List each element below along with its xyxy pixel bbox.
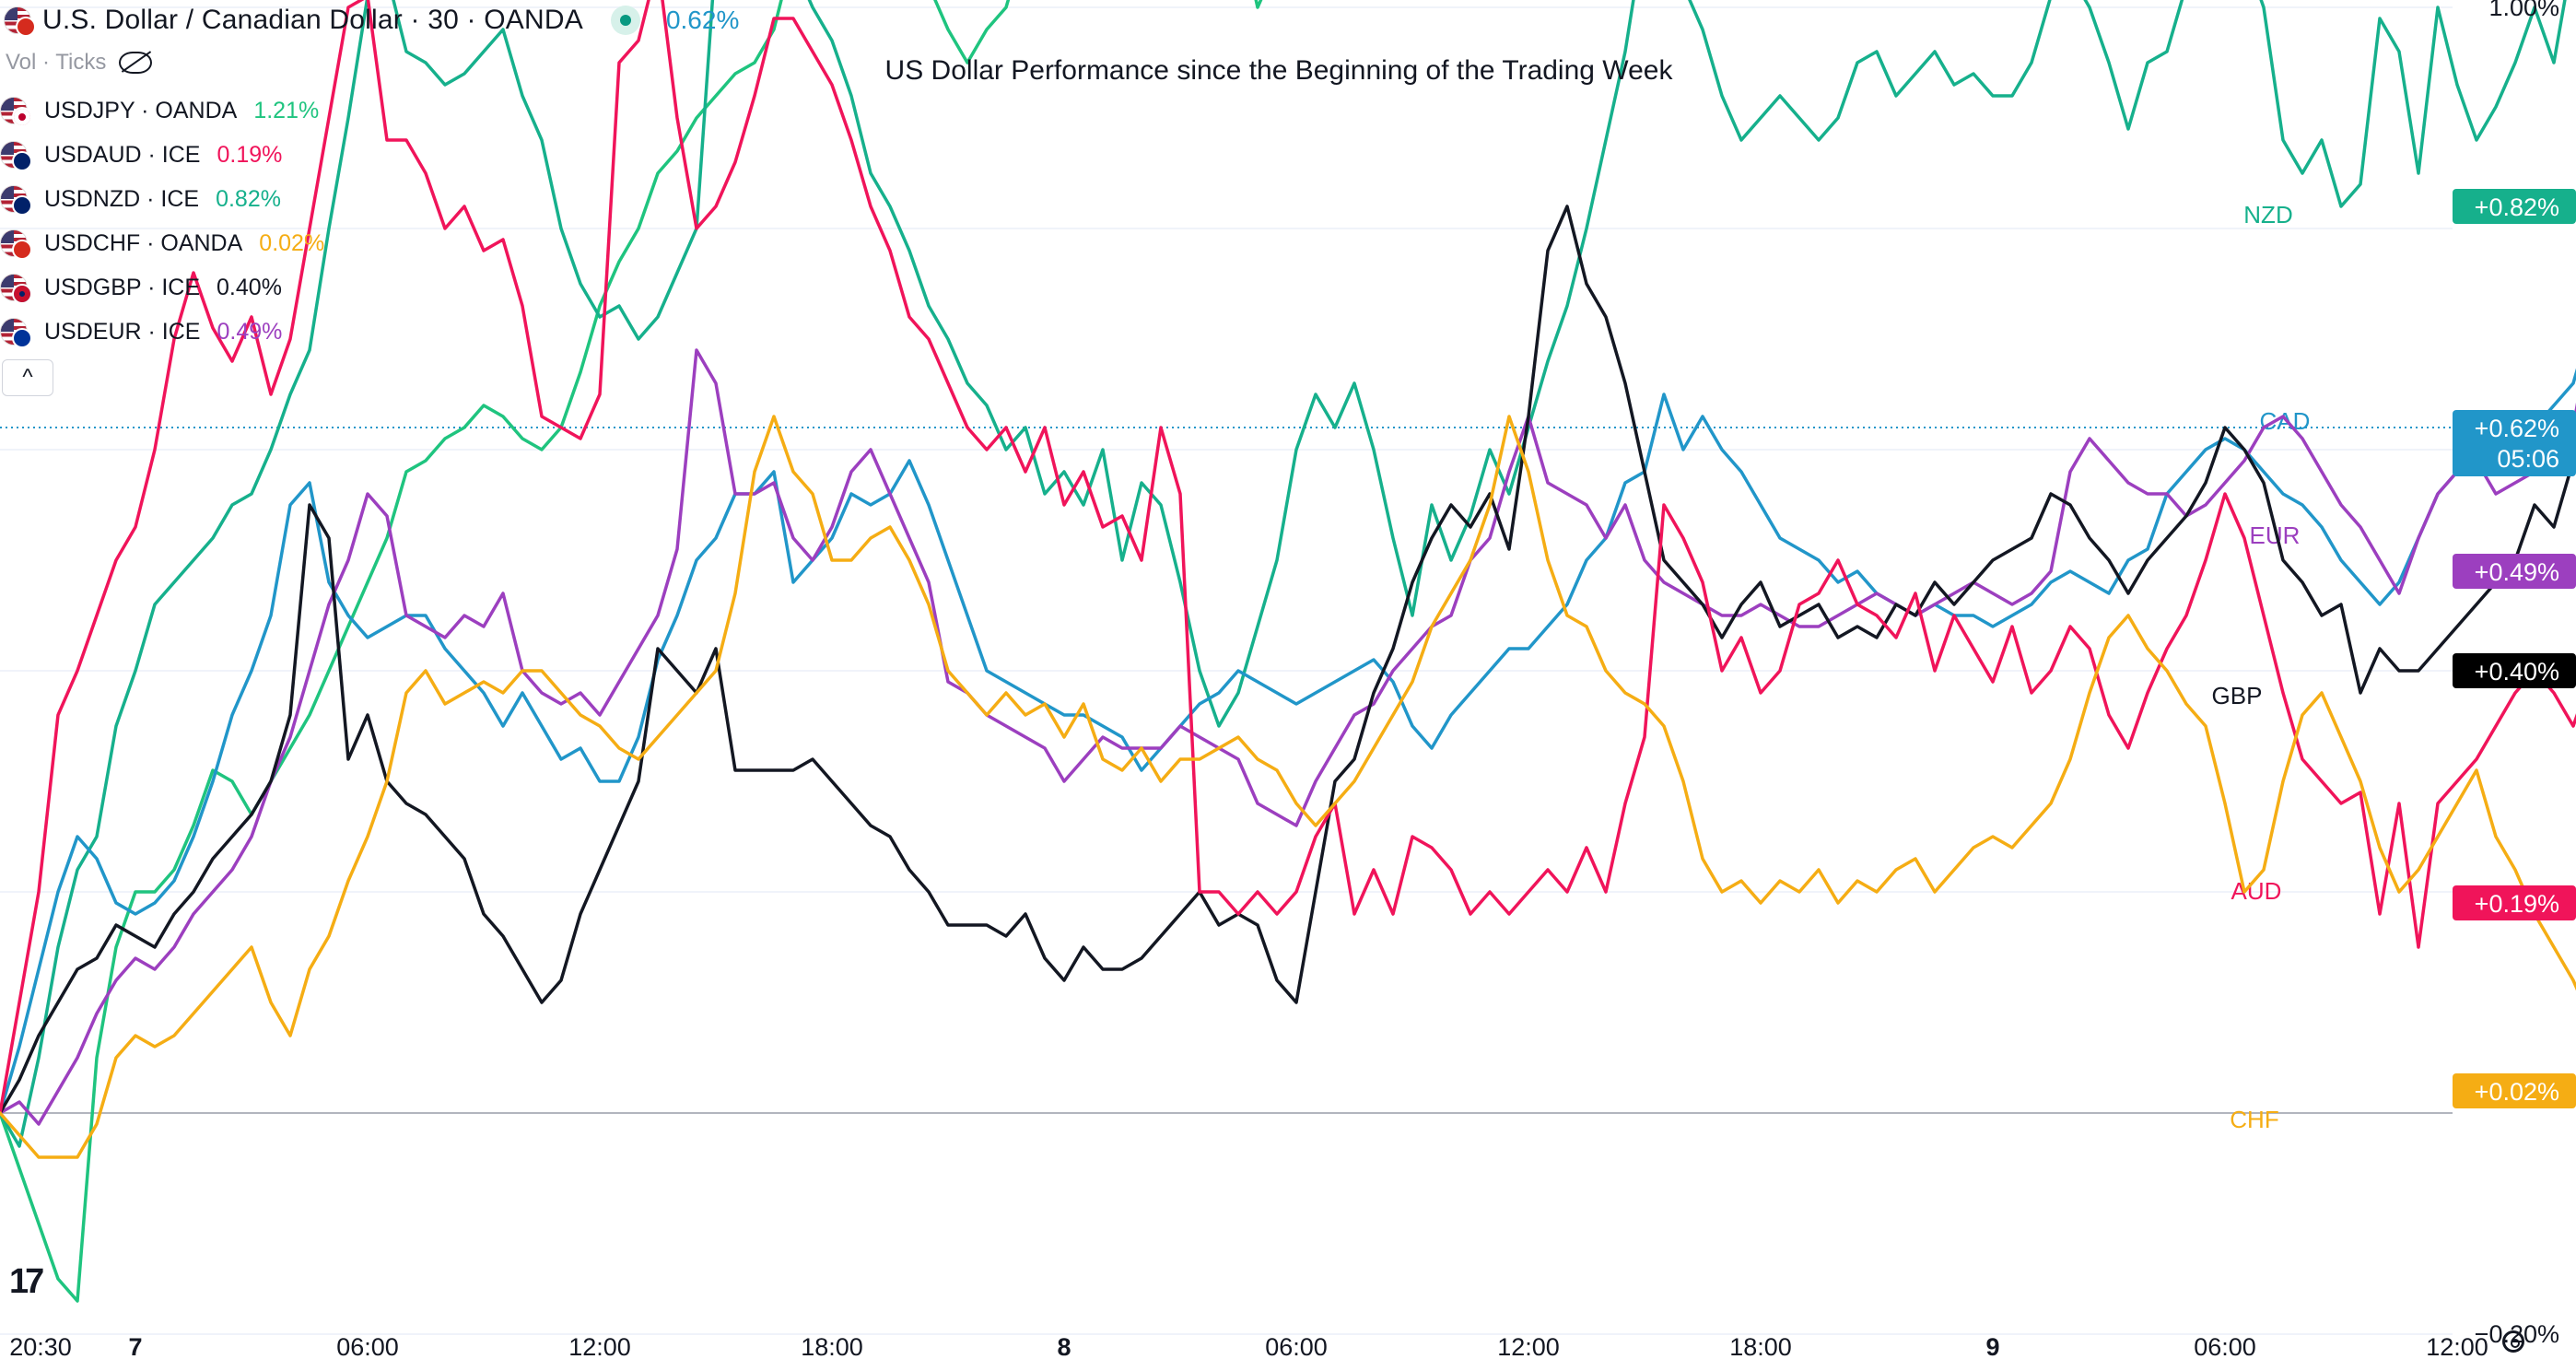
x-tick-label: 12:00 [2426,1333,2488,1361]
countdown-text: 05:06 [2497,445,2559,473]
chart-title: US Dollar Performance since the Beginnin… [884,55,1673,86]
x-tick-label: 7 [128,1333,142,1361]
last-value-text: +0.19% [2475,890,2559,918]
last-value-text: +0.40% [2475,658,2559,686]
series-line-eur [0,348,2576,1126]
legend-item[interactable]: USDAUD · ICE 0.19% [0,133,324,177]
series-name-label: CAD [2260,407,2311,435]
x-tick-label: 12:00 [1497,1333,1560,1361]
flag-icon [0,274,32,304]
legend-change: 0.82% [216,185,281,212]
last-value-text: +0.02% [2475,1078,2559,1106]
flag-icon [0,185,32,216]
series-line-gbp [0,205,2576,1115]
x-tick-label: 12:00 [568,1333,631,1361]
y-tick-label: 1.00% [2488,0,2559,21]
legend-change: 0.49% [217,318,283,345]
legend-change: 1.21% [253,97,320,123]
x-tick-label: 20:30 [9,1333,72,1361]
gear-icon[interactable] [2502,1330,2524,1353]
x-tick-label: 18:00 [1729,1333,1792,1361]
legend-symbol: USDGBP · ICE [44,274,201,300]
legend-symbol: USDEUR · ICE [44,318,201,345]
last-value-badge [2453,554,2576,589]
legend-symbol: USDJPY · OANDA [44,97,238,123]
series-name-label: AUD [2231,877,2282,905]
tradingview-logo[interactable]: 17 [9,1262,44,1301]
x-tick-label: 06:00 [336,1333,399,1361]
last-value-text: +0.82% [2475,193,2559,221]
x-tick-label: 06:00 [1265,1333,1328,1361]
main-symbol-title: U.S. Dollar / Canadian Dollar · 30 · OAN… [42,5,583,35]
price-axis: 2.00%1.80%1.60%1.40%1.00%−0.20%+1.21%+0.… [2453,0,2576,1348]
collapse-legend-button[interactable]: ^ [2,359,53,396]
legend-symbol: USDCHF · OANDA [44,229,243,256]
legend-change: 0.02% [259,229,325,256]
last-value-badge [2453,653,2576,688]
legend-change: 0.40% [217,274,282,300]
legend-symbol: USDAUD · ICE [44,141,201,168]
volume-indicator-label: Vol · Ticks [6,50,107,75]
hide-eye-icon[interactable] [119,52,153,74]
flag-icon [0,97,32,127]
x-tick-label: 9 [1985,1333,1999,1361]
compare-legend: USDJPY · OANDA 1.21% USDAUD · ICE 0.19% US… [0,88,324,354]
series-line-aud [0,0,2576,1115]
symbol-header[interactable]: U.S. Dollar / Canadian Dollar · 30 · OAN… [0,0,739,41]
x-tick-label: 18:00 [801,1333,863,1361]
legend-symbol: USDNZD · ICE [44,185,200,212]
series-line-nzd [0,0,2567,1148]
legend-item[interactable]: USDGBP · ICE 0.40% [0,265,324,310]
main-symbol-change: 0.62% [665,6,740,34]
flag-icon [0,229,32,260]
x-tick-label: 06:00 [2194,1333,2256,1361]
series-line-jpy [0,0,1263,1303]
last-value-badge [2453,885,2576,920]
legend-item[interactable]: USDCHF · OANDA 0.02% [0,221,324,265]
last-value-badge [2453,1073,2576,1108]
legend-item[interactable]: USDJPY · OANDA 1.21% [0,88,324,133]
volume-indicator[interactable]: Vol · Ticks [6,50,153,76]
series-line-chf [0,415,2576,1159]
flag-icon [0,318,32,348]
series-name-label: NZD [2243,201,2292,228]
legend-change: 0.19% [217,141,283,168]
chart-series: JPYNZDCADEURGBPAUDCHF [0,0,2576,1303]
last-value-text: +0.62% [2475,415,2559,442]
us-flag-icon [4,6,36,37]
x-tick-label: 8 [1057,1333,1071,1361]
last-value-text: +0.49% [2475,558,2559,586]
legend-item[interactable]: USDNZD · ICE 0.82% [0,177,324,221]
legend-item[interactable]: USDEUR · ICE 0.49% [0,310,324,354]
time-axis: 20:30 7 06:00 12:00 18:00 8 06:00 12:00 18:00 9 06… [9,1333,2488,1361]
last-value-badge [2453,410,2576,476]
series-name-label: CHF [2230,1106,2278,1133]
last-value-badge [2453,189,2576,224]
market-open-icon [610,6,640,35]
chart-grid [0,6,2453,1335]
series-name-label: GBP [2212,682,2263,709]
flag-icon [0,141,32,171]
